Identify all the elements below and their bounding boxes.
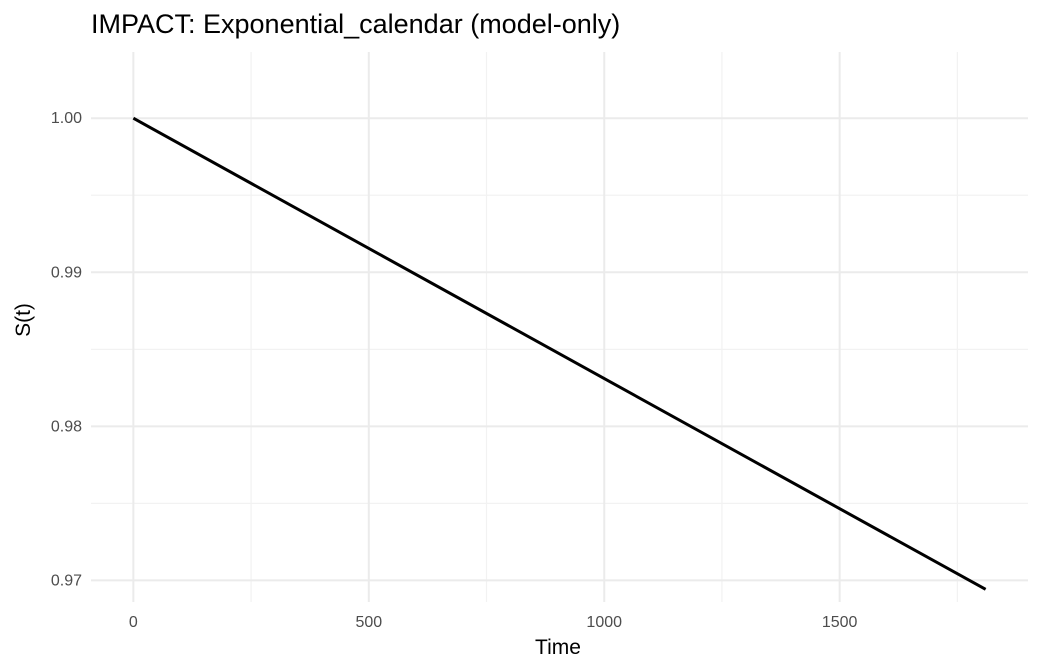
survival-series-line <box>132 116 987 591</box>
y-tick-label: 0.99 <box>51 264 82 281</box>
x-axis-ticks: 0 500 1000 1500 <box>129 614 858 631</box>
y-tick-label: 0.98 <box>51 418 82 435</box>
x-axis-title: Time <box>535 636 581 659</box>
y-tick-label: 1.00 <box>51 110 82 127</box>
y-tick-label: 0.97 <box>51 572 82 589</box>
y-axis-title: S(t) <box>12 303 35 337</box>
x-tick-label: 500 <box>355 614 382 631</box>
x-tick-label: 0 <box>129 614 138 631</box>
y-axis-ticks: 0.97 0.98 0.99 1.00 <box>51 110 82 589</box>
chart-title: IMPACT: Exponential_calendar (model-only… <box>91 9 620 39</box>
series-layer <box>132 116 987 591</box>
grid-layer <box>91 52 1028 602</box>
x-tick-label: 1000 <box>586 614 622 631</box>
x-tick-label: 1500 <box>822 614 858 631</box>
